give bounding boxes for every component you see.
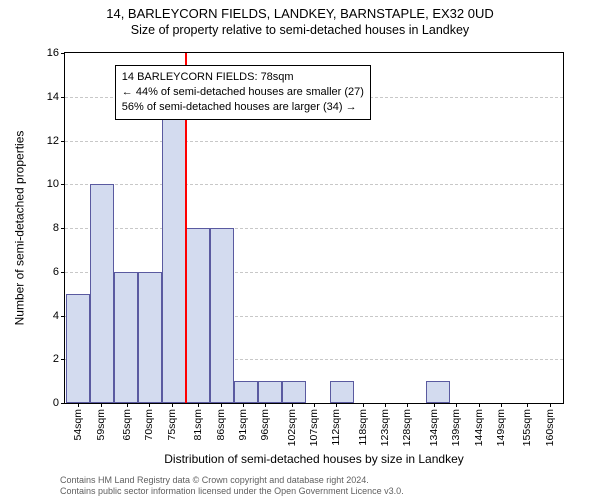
plot-area: 024681012141654sqm59sqm65sqm70sqm75sqm81… (64, 52, 564, 404)
xtick-label: 112sqm (330, 409, 342, 446)
histogram-bar (114, 272, 138, 403)
histogram-bar (258, 381, 282, 403)
histogram-bar (330, 381, 354, 403)
xtick-label: 65sqm (121, 409, 133, 441)
histogram-bar (234, 381, 258, 403)
xtick-mark (501, 403, 502, 407)
xtick-label: 59sqm (95, 409, 107, 441)
xtick-mark (434, 403, 435, 407)
histogram-bar (186, 228, 210, 403)
xtick-label: 91sqm (237, 409, 249, 441)
ytick-label: 2 (53, 353, 65, 365)
xtick-mark (527, 403, 528, 407)
xtick-label: 128sqm (401, 409, 413, 446)
xtick-label: 123sqm (379, 409, 391, 446)
gridline (65, 141, 563, 142)
xtick-mark (127, 403, 128, 407)
ytick-label: 6 (53, 266, 65, 278)
ytick-label: 10 (47, 178, 65, 190)
xtick-label: 86sqm (215, 409, 227, 441)
xtick-mark (456, 403, 457, 407)
xtick-mark (314, 403, 315, 407)
xtick-mark (336, 403, 337, 407)
xtick-mark (172, 403, 173, 407)
xtick-mark (198, 403, 199, 407)
ytick-label: 0 (53, 397, 65, 409)
annotation-line: ← 44% of semi-detached houses are smalle… (122, 85, 364, 100)
xtick-label: 75sqm (166, 409, 178, 441)
ytick-label: 16 (47, 47, 65, 59)
gridline (65, 228, 563, 229)
xtick-mark (550, 403, 551, 407)
footer-line-1: Contains HM Land Registry data © Crown c… (60, 475, 404, 486)
xtick-label: 54sqm (72, 409, 84, 441)
xtick-mark (292, 403, 293, 407)
chart-footer: Contains HM Land Registry data © Crown c… (60, 475, 404, 498)
xtick-mark (407, 403, 408, 407)
histogram-bar (162, 75, 186, 403)
footer-line-2: Contains public sector information licen… (60, 486, 404, 497)
xtick-mark (78, 403, 79, 407)
histogram-bar (210, 228, 234, 403)
x-axis-label: Distribution of semi-detached houses by … (64, 452, 564, 466)
chart-container: 14, BARLEYCORN FIELDS, LANDKEY, BARNSTAP… (0, 0, 600, 500)
annotation-box: 14 BARLEYCORN FIELDS: 78sqm← 44% of semi… (115, 65, 371, 120)
xtick-label: 81sqm (192, 409, 204, 441)
ytick-label: 4 (53, 310, 65, 322)
xtick-label: 70sqm (143, 409, 155, 441)
plot-rect: 024681012141654sqm59sqm65sqm70sqm75sqm81… (64, 52, 564, 404)
xtick-label: 118sqm (357, 409, 369, 446)
annotation-line: 14 BARLEYCORN FIELDS: 78sqm (122, 70, 364, 85)
xtick-mark (479, 403, 480, 407)
xtick-label: 102sqm (286, 409, 298, 446)
annotation-line: 56% of semi-detached houses are larger (… (122, 100, 364, 115)
histogram-bar (282, 381, 306, 403)
xtick-label: 107sqm (308, 409, 320, 446)
xtick-label: 139sqm (450, 409, 462, 446)
ytick-label: 8 (53, 222, 65, 234)
xtick-label: 96sqm (259, 409, 271, 441)
ytick-label: 12 (47, 135, 65, 147)
histogram-bar (138, 272, 162, 403)
xtick-label: 134sqm (428, 409, 440, 446)
xtick-mark (243, 403, 244, 407)
histogram-bar (66, 294, 90, 403)
xtick-label: 149sqm (495, 409, 507, 446)
xtick-mark (149, 403, 150, 407)
xtick-label: 160sqm (544, 409, 556, 446)
xtick-mark (221, 403, 222, 407)
xtick-label: 144sqm (473, 409, 485, 446)
xtick-mark (385, 403, 386, 407)
histogram-bar (426, 381, 450, 403)
gridline (65, 184, 563, 185)
y-axis-label: Number of semi-detached properties (10, 52, 28, 404)
xtick-mark (363, 403, 364, 407)
chart-title-sub: Size of property relative to semi-detach… (0, 21, 600, 37)
xtick-label: 155sqm (521, 409, 533, 446)
chart-title-main: 14, BARLEYCORN FIELDS, LANDKEY, BARNSTAP… (0, 0, 600, 21)
ytick-label: 14 (47, 91, 65, 103)
xtick-mark (265, 403, 266, 407)
xtick-mark (101, 403, 102, 407)
histogram-bar (90, 184, 114, 403)
